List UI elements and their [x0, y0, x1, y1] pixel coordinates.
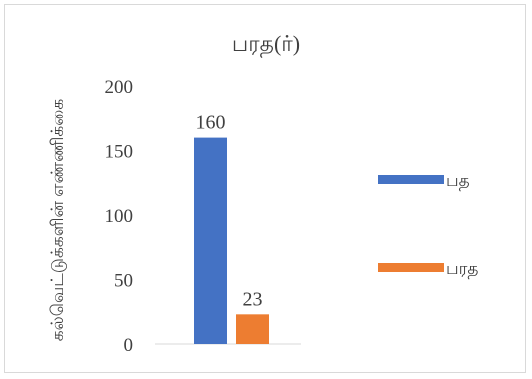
data-labels: 160 23: [196, 112, 263, 311]
bar-2: [236, 314, 269, 344]
chart-title: பரத(ர்): [232, 31, 300, 58]
y-tick-label: 150: [105, 142, 134, 163]
legend: பத பரத: [378, 171, 479, 278]
legend-label-2: பரத: [446, 259, 479, 278]
y-tick-label: 200: [105, 77, 134, 98]
y-axis-ticks: 0 50 100 150 200: [105, 77, 134, 356]
y-tick-label: 100: [105, 206, 134, 227]
bars: [194, 137, 269, 344]
data-label-1: 160: [196, 112, 226, 134]
legend-swatch-2: [378, 263, 444, 272]
y-tick-label: 0: [124, 335, 134, 356]
y-tick-label: 50: [114, 271, 133, 292]
legend-label-1: பத: [446, 171, 470, 190]
legend-swatch-1: [378, 175, 444, 184]
bar-1: [194, 137, 227, 344]
data-label-2: 23: [243, 288, 263, 310]
chart-container: பரத(ர்) கல்வெட்டுக்களின் எண்ணிக்கை 0 50 10…: [4, 4, 526, 373]
bar-chart: பரத(ர்) கல்வெட்டுக்களின் எண்ணிக்கை 0 50 10…: [48, 31, 479, 356]
y-axis-label: கல்வெட்டுக்களின் எண்ணிக்கை: [48, 99, 67, 342]
